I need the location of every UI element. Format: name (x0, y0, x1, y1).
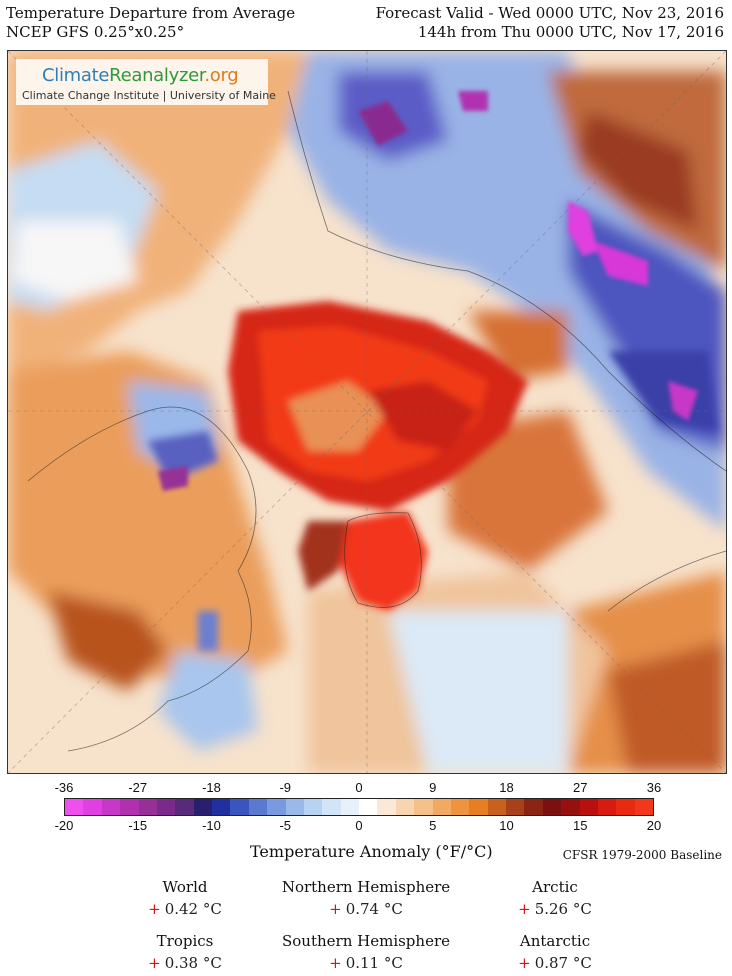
anomaly-map-image (8, 51, 726, 773)
tick-label: -15 (128, 818, 148, 833)
colorbar-swatch (359, 799, 378, 815)
colorbar-swatch (597, 799, 617, 815)
stat-label: Southern Hemisphere (282, 932, 450, 950)
stat-label: Northern Hemisphere (281, 878, 451, 896)
stat-value-row: +0.11 °C (266, 952, 466, 974)
stat-value: 0.42 °C (164, 900, 222, 918)
colorbar-swatch (506, 799, 525, 815)
stat-label: Tropics (156, 932, 214, 950)
stat-arctic: Arctic +5.26 °C (455, 876, 655, 920)
colorbar-swatch (487, 799, 506, 815)
fahrenheit-ticks: -36 -27 -18 -9 0 9 18 27 36 (44, 780, 688, 796)
colorbar-swatch (469, 799, 488, 815)
forecast-valid: Forecast Valid - Wed 0000 UTC, Nov 23, 2… (375, 4, 724, 22)
colorbar-swatch (212, 799, 231, 815)
stat-value-row: +0.42 °C (85, 898, 285, 920)
stat-northern-hemisphere: Northern Hemisphere +0.74 °C (266, 876, 466, 920)
colorbar-swatch (230, 799, 249, 815)
stat-sign: + (148, 954, 161, 972)
colorbar-swatch (175, 799, 194, 815)
stat-label: Arctic (532, 878, 578, 896)
header-left: Temperature Departure from Average NCEP … (6, 4, 295, 42)
stat-southern-hemisphere: Southern Hemisphere +0.11 °C (266, 930, 466, 974)
tick-label: -20 (54, 818, 74, 833)
colorbar-swatch (450, 799, 470, 815)
colorbar (64, 798, 654, 816)
colorbar-swatch (303, 799, 323, 815)
stat-sign: + (148, 900, 161, 918)
tick-label: -10 (202, 818, 221, 833)
map-title: Temperature Departure from Average (6, 4, 296, 22)
colorbar-swatch (634, 799, 653, 815)
colorbar-swatch (561, 799, 580, 815)
stat-sign: + (329, 954, 342, 972)
colorbar-swatch (156, 799, 176, 815)
stat-label: Antarctic (519, 932, 591, 950)
stat-world: World +0.42 °C (85, 876, 285, 920)
colorbar-swatch (285, 799, 304, 815)
header-right: Forecast Valid - Wed 0000 UTC, Nov 23, 2… (376, 4, 724, 42)
colorbar-swatch (83, 799, 102, 815)
stat-value-row: +0.38 °C (85, 952, 285, 974)
tick-label: -5 (279, 818, 292, 833)
stat-value: 0.38 °C (164, 954, 222, 972)
forecast-lead: 144h from Thu 0000 UTC, Nov 17, 2016 (417, 23, 724, 41)
colorbar-swatch (101, 799, 121, 815)
colorbar-swatch (120, 799, 139, 815)
colorbar-swatch (377, 799, 396, 815)
stat-value: 0.87 °C (534, 954, 592, 972)
celsius-ticks: -20 -15 -10 -5 0 5 10 15 20 (44, 818, 688, 834)
tick-label: 10 (499, 818, 514, 833)
tick-label: 0 (355, 818, 363, 833)
colorbar-swatch (616, 799, 635, 815)
stat-sign: + (329, 900, 342, 918)
colorbar-swatch (414, 799, 433, 815)
colorbar-swatch (542, 799, 562, 815)
logo-subtitle: Climate Change Institute | University of… (22, 89, 276, 102)
colorbar-swatch (65, 799, 84, 815)
stat-value-row: +5.26 °C (455, 898, 655, 920)
tick-label: -9 (279, 780, 292, 795)
stat-value: 0.11 °C (345, 954, 403, 972)
tick-label: 20 (646, 818, 662, 833)
color-scale: -36 -27 -18 -9 0 9 18 27 36 -20 -15 -10 -5 0 5 10 15 20 (44, 780, 688, 850)
stat-value: 0.74 °C (345, 900, 403, 918)
colorbar-swatch (524, 799, 543, 815)
tick-label: 18 (499, 780, 514, 795)
model-label: NCEP GFS 0.25°x0.25° (6, 23, 185, 41)
stat-value-row: +0.87 °C (455, 952, 655, 974)
colorbar-swatch (138, 799, 157, 815)
stat-antarctic: Antarctic +0.87 °C (455, 930, 655, 974)
tick-label: 36 (646, 780, 662, 795)
tick-label: 27 (573, 780, 588, 795)
tick-label: 5 (429, 818, 437, 833)
stat-sign: + (518, 900, 531, 918)
logo: ClimateReanalyzer.org Climate Change Ins… (16, 59, 276, 105)
colorbar-swatch (432, 799, 451, 815)
tick-label: -27 (128, 780, 148, 795)
colorbar-swatch (395, 799, 415, 815)
tick-label: -36 (54, 780, 74, 795)
colorbar-swatch (267, 799, 286, 815)
tick-label: -18 (202, 780, 221, 795)
colorbar-swatch (322, 799, 341, 815)
stat-tropics: Tropics +0.38 °C (85, 930, 285, 974)
stat-value-row: +0.74 °C (266, 898, 466, 920)
colorbar-swatch (579, 799, 598, 815)
tick-label: 0 (355, 780, 363, 795)
scale-title: Temperature Anomaly (°F/°C) (250, 842, 493, 861)
tick-label: 15 (573, 818, 588, 833)
baseline-label: CFSR 1979-2000 Baseline (562, 848, 722, 862)
colorbar-swatch (248, 799, 268, 815)
stat-label: World (162, 878, 208, 896)
anomaly-map: ClimateReanalyzer.org Climate Change Ins… (7, 50, 727, 774)
colorbar-swatch (193, 799, 212, 815)
stat-value: 5.26 °C (534, 900, 592, 918)
stat-sign: + (518, 954, 531, 972)
colorbar-swatch (340, 799, 359, 815)
logo-wordmark: ClimateReanalyzer.org (42, 65, 239, 86)
tick-label: 9 (429, 780, 437, 795)
